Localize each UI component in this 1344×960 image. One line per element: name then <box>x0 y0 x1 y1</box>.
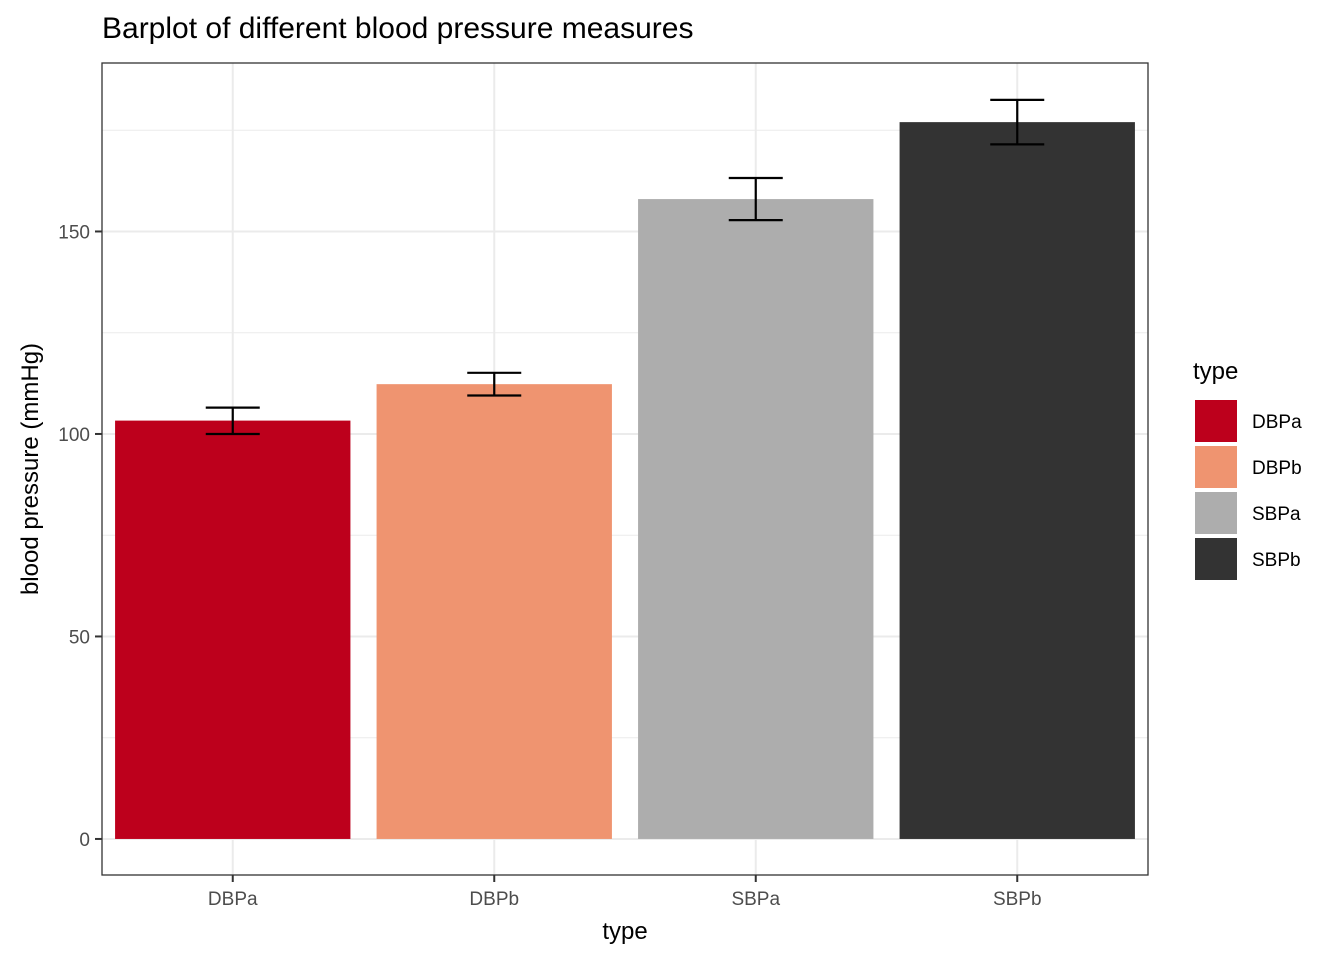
legend-key-sbpa <box>1195 492 1237 534</box>
y-axis-title: blood pressure (mmHg) <box>17 343 44 595</box>
error-bar-dbpb <box>467 371 522 397</box>
y-tick-label: 0 <box>79 830 90 851</box>
x-tick-label: DBPb <box>469 889 519 910</box>
x-tick-label: DBPa <box>208 889 258 910</box>
legend-label-sbpb: SBPb <box>1252 550 1301 571</box>
legend: type DBPa DBPb SBPa SBPb <box>1193 358 1302 580</box>
y-tick-label: 150 <box>58 222 90 243</box>
x-axis-title: type <box>602 918 647 945</box>
chart-title: Barplot of different blood pressure meas… <box>102 12 693 45</box>
legend-key-dbpa <box>1195 400 1237 442</box>
legend-label-dbpa: DBPa <box>1252 412 1302 433</box>
legend-title: type <box>1193 358 1238 385</box>
x-tick-label: SBPb <box>993 889 1042 910</box>
legend-key-sbpb <box>1195 538 1237 580</box>
error-bar-sbpa <box>728 176 783 222</box>
plot-border <box>101 62 1149 876</box>
bar-dbpb <box>376 384 612 839</box>
legend-label-sbpa: SBPa <box>1252 504 1301 525</box>
bar-sbpb <box>899 122 1135 839</box>
legend-key-dbpb <box>1195 446 1237 488</box>
error-bar-dbpa <box>205 406 260 436</box>
y-tick-label: 100 <box>58 425 90 446</box>
plot-panel <box>101 62 1149 876</box>
legend-label-dbpb: DBPb <box>1252 458 1302 479</box>
bar-sbpa <box>638 199 874 839</box>
error-bar-sbpb <box>990 98 1045 146</box>
bar-dbpa <box>115 420 351 839</box>
y-tick-label: 50 <box>69 627 90 648</box>
x-tick-label: SBPa <box>731 889 780 910</box>
